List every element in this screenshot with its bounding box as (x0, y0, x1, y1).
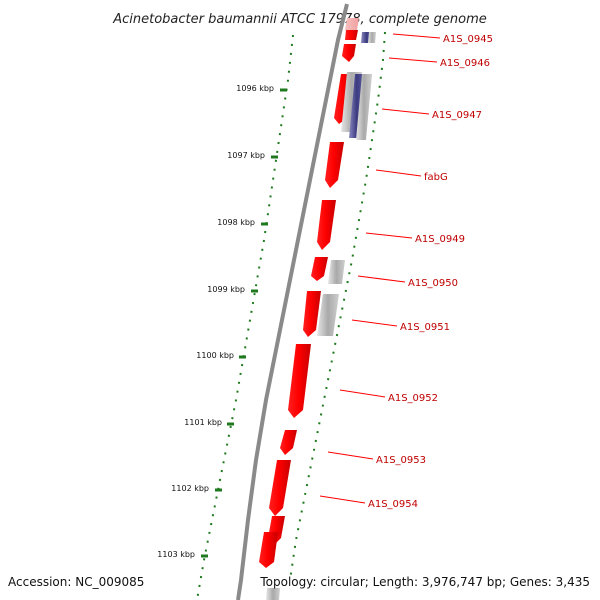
scale-label: 1097 kbp (227, 151, 265, 160)
leader-line (365, 232, 413, 239)
blast-block-purple (349, 74, 364, 138)
scale-label: 1102 kbp (171, 484, 209, 493)
scale-ring (196, 34, 294, 600)
scale-label: 1101 kbp (184, 418, 222, 427)
gene-arrow-a1s-0950[interactable] (311, 257, 328, 281)
gene-labels: A1S_0945 A1S_0946 A1S_0947 fabG A1S_0949… (368, 34, 493, 510)
scale-label: 1098 kbp (217, 218, 255, 227)
leader-line (319, 495, 366, 504)
gene-label-a1s-0954[interactable]: A1S_0954 (368, 499, 418, 510)
leader-line (392, 33, 441, 39)
gene-arrow-a1s-0954[interactable] (269, 460, 291, 516)
gene-arrow-a1s-0951[interactable] (303, 291, 321, 337)
gene-label-a1s-0952[interactable]: A1S_0952 (388, 393, 438, 404)
scale-ticks (201, 88, 287, 558)
gene-label-a1s-0951[interactable]: A1S_0951 (400, 322, 450, 333)
leader-line (381, 108, 430, 115)
leader-line (375, 169, 422, 177)
backbone-line (236, 3, 349, 600)
blast-block-grey (356, 74, 372, 140)
gene-arrow (259, 532, 278, 568)
gene-label-fabg[interactable]: fabG (424, 172, 448, 183)
blast-block-grey (266, 588, 280, 600)
gene-arrow-a1s-0945[interactable] (345, 30, 358, 40)
leader-line (327, 451, 374, 460)
gene-label-a1s-0949[interactable]: A1S_0949 (415, 234, 465, 245)
leader-line (351, 319, 398, 327)
blast-block-grey (368, 32, 376, 43)
gene-arrow-a1s-0953[interactable] (280, 430, 297, 455)
gene-arrow-a1s-0952[interactable] (288, 344, 311, 418)
gene-label-a1s-0945[interactable]: A1S_0945 (443, 34, 493, 45)
scale-label: 1103 kbp (157, 550, 195, 559)
gene-label-a1s-0950[interactable]: A1S_0950 (408, 278, 458, 289)
gene-label-a1s-0947[interactable]: A1S_0947 (432, 110, 482, 121)
scale-label: 1099 kbp (207, 285, 245, 294)
scale-labels: 1096 kbp 1097 kbp 1098 kbp 1099 kbp 1100… (157, 84, 274, 559)
map-title: Acinetobacter baumannii ATCC 17978, comp… (112, 12, 487, 27)
gene-label-a1s-0946[interactable]: A1S_0946 (440, 58, 490, 69)
topology-text: Topology: circular; Length: 3,976,747 bp… (259, 575, 590, 589)
blast-blocks (266, 32, 376, 600)
outer-tick-ring (289, 31, 386, 581)
gene-arrow-a1s-0949[interactable] (317, 200, 336, 250)
gene-arrow-fabg[interactable] (325, 142, 344, 188)
scale-label: 1096 kbp (236, 84, 274, 93)
gene-arrow-a1s-0946[interactable] (342, 44, 356, 62)
leader-line (388, 57, 438, 63)
blast-block-grey (328, 260, 345, 284)
leader-lines (319, 33, 441, 504)
gene-label-a1s-0953[interactable]: A1S_0953 (376, 455, 426, 466)
accession-text: Accession: NC_009085 (8, 575, 144, 589)
leader-line (339, 389, 386, 398)
leader-line (357, 275, 406, 283)
scale-label: 1100 kbp (196, 351, 234, 360)
gene-arrows (259, 18, 359, 568)
blast-block-grey (317, 294, 339, 336)
